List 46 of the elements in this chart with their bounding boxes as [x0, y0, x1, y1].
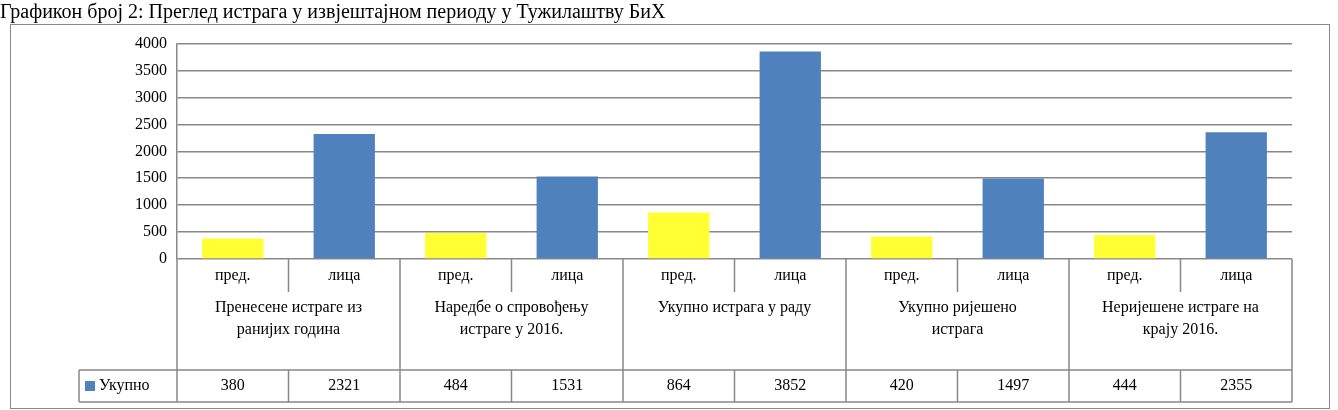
data-label: 2321 — [328, 376, 361, 394]
x-tick-label: лица — [551, 265, 584, 284]
bar — [1094, 235, 1156, 259]
y-tick-label: 4000 — [135, 33, 167, 51]
x-tick-label: пред. — [660, 265, 697, 284]
y-tick-label: 1000 — [135, 195, 167, 213]
y-tick-label: 2500 — [135, 114, 167, 132]
text: Укупно истрага у раду — [657, 298, 812, 317]
x-tick-label: лица — [1220, 265, 1253, 284]
x-tick-label: пред. — [214, 265, 251, 284]
bar — [871, 236, 933, 259]
chart-title: Графикон број 2: Преглед истрага у извјештајном периоду у Тужилаштву БиХ — [0, 0, 666, 22]
data-label: 1531 — [551, 376, 584, 394]
legend-label: Укупно — [99, 376, 150, 395]
bar — [536, 176, 598, 259]
text: Укупно ријешено истрага — [898, 298, 1017, 339]
data-label: 380 — [220, 376, 245, 394]
data-label: 3852 — [774, 376, 807, 394]
y-tick-label: 1500 — [135, 168, 167, 186]
data-label: 1497 — [997, 376, 1030, 394]
y-tick-label: 3000 — [135, 87, 167, 105]
bar — [982, 178, 1044, 259]
data-label: 484 — [443, 376, 468, 394]
bar — [313, 134, 375, 259]
text: Наредбе о спровођењу истраге у 2016. — [434, 298, 589, 339]
x-tick-label: лица — [328, 265, 361, 284]
x-tick-label: пред. — [1106, 265, 1143, 284]
text: Пренесене истраге из ранијих година — [214, 298, 363, 339]
bar — [648, 212, 710, 259]
bar — [202, 238, 264, 259]
x-tick-label: лица — [997, 265, 1030, 284]
y-tick-label: 0 — [159, 249, 167, 267]
y-tick-label: 2000 — [135, 141, 167, 159]
data-label: 444 — [1112, 376, 1137, 394]
data-label: 420 — [889, 376, 914, 394]
data-label: 2355 — [1220, 376, 1253, 394]
bar — [1205, 132, 1267, 259]
y-tick-label: 3500 — [135, 60, 167, 78]
text: Неријешене истраге на крају 2016. — [1102, 298, 1259, 339]
data-label: 864 — [666, 376, 691, 394]
x-tick-label: пред. — [883, 265, 920, 284]
x-tick-label: лица — [774, 265, 807, 284]
x-tick-label: пред. — [437, 265, 474, 284]
bar — [759, 51, 821, 259]
y-tick-label: 500 — [143, 222, 167, 240]
bar — [425, 232, 487, 259]
